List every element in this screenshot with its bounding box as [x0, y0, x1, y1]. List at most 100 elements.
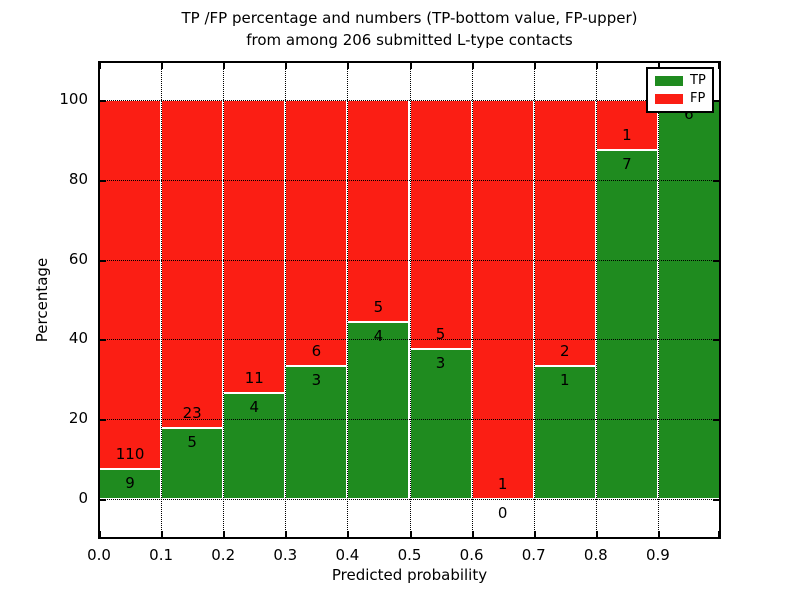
- x-tick-mark-top: [657, 63, 660, 69]
- gridline-vertical: [409, 62, 411, 538]
- gridline-horizontal: [99, 339, 720, 341]
- x-tick-label: 0.9: [645, 546, 670, 564]
- x-tick-label: 0.2: [211, 546, 236, 564]
- y-tick-mark: [100, 339, 106, 342]
- y-tick-mark: [100, 499, 106, 501]
- y-tick-label: 80: [68, 169, 88, 188]
- x-tick-mark: [99, 531, 101, 537]
- fp-bar-segment: [471, 100, 534, 499]
- x-tick-mark: [409, 531, 412, 537]
- gridline-vertical: [471, 62, 473, 538]
- x-tick-label: 0.3: [273, 546, 298, 564]
- x-tick-mark-top: [99, 63, 101, 69]
- gridline-vertical: [595, 62, 597, 538]
- gridline-vertical: [223, 62, 225, 538]
- y-tick-mark-right: [713, 259, 719, 262]
- plot-area: 110923511463545310211706: [98, 61, 721, 539]
- fp-count-label: 1: [497, 475, 508, 493]
- gridline-horizontal: [99, 419, 720, 421]
- legend-item-fp: FP: [648, 92, 712, 106]
- tp-count-label: 3: [311, 371, 322, 389]
- x-tick-mark: [595, 531, 598, 537]
- y-tick-mark: [100, 259, 106, 262]
- y-tick-mark: [100, 100, 106, 102]
- x-tick-label: 0.8: [583, 546, 608, 564]
- tp-count-label: 5: [187, 432, 197, 451]
- tp-count-label: 6: [684, 105, 694, 123]
- x-tick-label: 0.6: [459, 546, 484, 564]
- tp-count-label: 3: [435, 354, 446, 373]
- x-tick-mark-top: [347, 63, 350, 69]
- tp-count-label: 4: [373, 326, 384, 345]
- x-tick-mark: [471, 531, 474, 537]
- gridline-vertical: [533, 62, 535, 538]
- fp-count-label: 1: [622, 125, 632, 144]
- fp-bar-segment: [223, 100, 286, 393]
- x-tick-mark-top: [223, 63, 226, 69]
- tp-bar-segment: [657, 100, 720, 499]
- x-tick-mark-top: [161, 63, 164, 69]
- fp-bar-segment: [347, 100, 410, 322]
- y-axis-label: Percentage: [33, 257, 51, 343]
- fp-bar-segment: [533, 100, 596, 366]
- tp-bar-segment: [533, 366, 596, 499]
- tp-bar-segment: [223, 392, 286, 499]
- fp-bar-segment: [161, 100, 224, 428]
- fp-count-label: 23: [182, 403, 202, 422]
- x-tick-mark: [657, 531, 660, 537]
- y-tick-mark-right: [713, 419, 719, 422]
- fp-count-label: 11: [244, 368, 264, 387]
- fp-count-label: 110: [115, 444, 145, 463]
- gridline-vertical: [347, 62, 349, 538]
- x-tick-mark-top: [533, 63, 536, 69]
- x-axis-label: Predicted probability: [331, 566, 488, 584]
- tp-count-label: 9: [125, 473, 135, 492]
- y-tick-mark-right: [713, 499, 719, 501]
- tp-count-label: 4: [249, 397, 260, 416]
- x-tick-mark-top: [595, 63, 598, 69]
- y-tick-label: 0: [78, 489, 88, 507]
- chart-title-line2: from among 206 submitted L-type contacts: [246, 31, 573, 49]
- x-tick-mark-top: [409, 63, 412, 69]
- fp-legend-label: FP: [690, 91, 706, 106]
- x-tick-label: 0.4: [335, 546, 360, 564]
- tp-legend-swatch: [655, 76, 683, 86]
- fp-legend-swatch: [655, 94, 683, 104]
- gridline-horizontal: [99, 499, 720, 500]
- gridline-horizontal: [99, 100, 720, 101]
- fp-count-label: 5: [435, 325, 446, 344]
- tp-count-label: 0: [497, 504, 508, 522]
- fp-bar-segment: [409, 100, 472, 350]
- tp-bar-segment: [285, 366, 348, 499]
- x-tick-mark: [718, 531, 720, 537]
- fp-bar-segment: [99, 100, 162, 469]
- y-tick-label: 20: [68, 409, 88, 428]
- fp-count-label: 5: [373, 297, 384, 316]
- x-tick-mark: [533, 531, 536, 537]
- y-tick-label: 40: [68, 329, 88, 348]
- x-tick-mark: [161, 531, 164, 537]
- y-tick-mark-right: [713, 339, 719, 342]
- x-tick-mark: [347, 531, 350, 537]
- chart-title-line1: TP /FP percentage and numbers (TP-bottom…: [181, 9, 638, 27]
- legend: TP FP: [646, 67, 714, 113]
- tp-legend-label: TP: [690, 73, 706, 88]
- x-tick-mark-top: [718, 63, 720, 69]
- tp-bar-segment: [595, 149, 658, 499]
- y-tick-label: 60: [68, 249, 88, 268]
- fp-count-label: 6: [311, 342, 322, 360]
- tp-count-label: 1: [559, 371, 570, 389]
- gridline-vertical: [161, 62, 163, 538]
- tp-count-label: 7: [622, 154, 632, 173]
- y-tick-mark-right: [713, 100, 719, 102]
- x-tick-mark-top: [285, 63, 288, 69]
- x-tick-mark: [223, 531, 226, 537]
- gridline-vertical: [285, 62, 287, 538]
- x-tick-label: 0.1: [149, 546, 174, 564]
- x-tick-label: 0.7: [521, 546, 546, 564]
- y-tick-label: 100: [59, 90, 88, 108]
- tp-bar-segment: [347, 321, 410, 499]
- fp-count-label: 2: [559, 342, 570, 360]
- gridline-vertical: [657, 62, 659, 538]
